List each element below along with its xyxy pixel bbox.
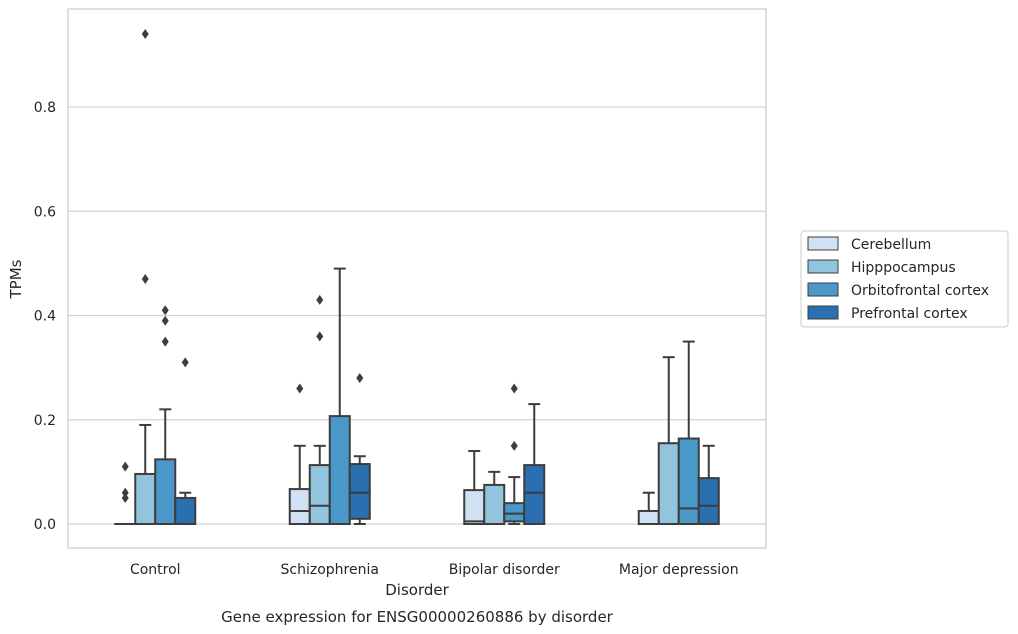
box-1-1: [308, 294, 331, 526]
y-axis-label: TPMs: [7, 259, 25, 299]
outlier-point: [316, 331, 324, 342]
legend-label: Cerebellum: [851, 237, 931, 253]
box-body: [328, 415, 351, 526]
y-tick-label: 0.0: [34, 517, 56, 533]
box-0-3: [174, 357, 197, 525]
box-body: [503, 502, 526, 523]
x-tick-label: Bipolar disorder: [449, 562, 560, 578]
outlier-point: [161, 336, 169, 347]
box-3-1: [657, 356, 680, 525]
box-body: [174, 496, 197, 525]
box-body: [134, 472, 157, 525]
outlier-point: [121, 461, 129, 472]
box-body: [523, 464, 546, 526]
legend-swatch: [807, 305, 839, 320]
box-body: [637, 509, 660, 525]
x-tick-labels: Control Schizophrenia Bipolar disorder Majo…: [130, 562, 739, 578]
box-1-3: [348, 373, 371, 525]
outlier-point: [161, 305, 169, 316]
legend-swatch: [807, 236, 839, 251]
legend-swatch: [807, 282, 839, 297]
outlier-point: [296, 383, 304, 394]
outlier-point: [141, 274, 149, 285]
x-tick-label: Major depression: [619, 562, 739, 578]
outlier-point: [121, 487, 129, 498]
box-body: [677, 437, 700, 526]
outlier-point: [356, 373, 364, 384]
outlier-point: [181, 357, 189, 368]
outlier-point: [161, 315, 169, 326]
box-2-2: [503, 383, 526, 525]
legend: Cerebellum Hipppocampus Orbitofrontal cort…: [800, 230, 1009, 328]
box-groups: [114, 29, 720, 526]
box-2-3: [523, 403, 546, 526]
legend-label: Hipppocampus: [851, 260, 956, 276]
box-0-2: [154, 305, 177, 525]
chart-caption: Gene expression for ENSG00000260886 by d…: [221, 608, 614, 626]
y-tick-label: 0.4: [34, 309, 56, 325]
outlier-point: [510, 383, 518, 394]
outlier-point: [141, 29, 149, 40]
box-body: [483, 483, 506, 525]
legend-frame: [800, 230, 1009, 328]
box-body: [348, 463, 371, 520]
box-2-1: [483, 470, 506, 525]
box-3-2: [677, 340, 700, 526]
legend-label: Orbitofrontal cortex: [851, 283, 989, 299]
legend-label: Prefrontal cortex: [851, 306, 968, 322]
y-tick-label: 0.2: [34, 413, 56, 429]
box-body: [657, 442, 680, 525]
box-body: [288, 488, 311, 526]
box-3-3: [697, 444, 720, 526]
box-3-0: [637, 491, 660, 525]
box-1-0: [288, 383, 311, 526]
x-tick-label: Schizophrenia: [281, 562, 379, 578]
outlier-point: [316, 294, 324, 305]
legend-swatch: [807, 259, 839, 274]
y-tick-label: 0.8: [34, 100, 56, 116]
box-body: [308, 464, 331, 526]
box-0-1: [134, 29, 157, 525]
x-tick-label: Control: [130, 562, 181, 578]
box-body: [154, 458, 177, 525]
box-body: [697, 477, 720, 526]
outlier-point: [121, 492, 129, 503]
x-axis-label: Disorder: [385, 581, 449, 599]
plot-area-frame: [67, 8, 767, 549]
box-0-0: [114, 461, 137, 526]
box-1-2: [328, 267, 351, 526]
outlier-point: [510, 440, 518, 451]
y-tick-labels: 0.0 0.2 0.4 0.6 0.8: [34, 100, 56, 533]
box-body: [463, 489, 486, 525]
box-2-0: [463, 450, 486, 525]
y-tick-label: 0.6: [34, 204, 56, 220]
